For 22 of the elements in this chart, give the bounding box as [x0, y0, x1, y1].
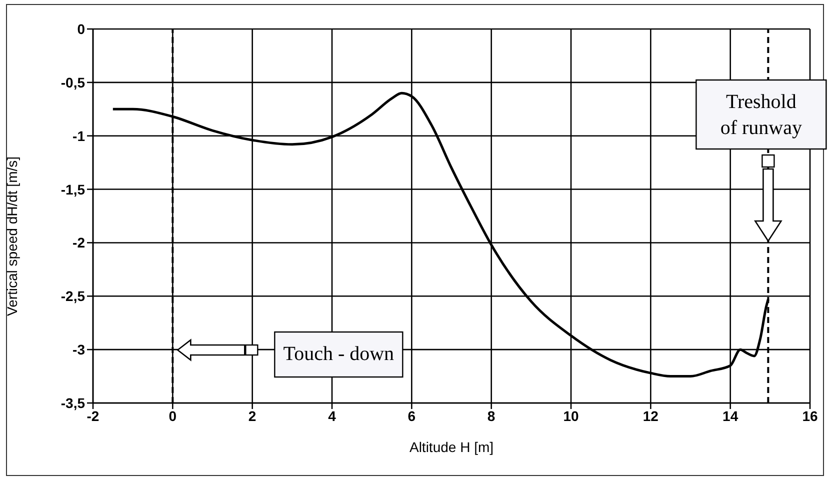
x-tick-label: 16	[802, 408, 818, 424]
x-tick-label: 6	[408, 408, 416, 424]
y-tick-label: -1	[72, 128, 86, 144]
x-tick-label: 12	[642, 408, 659, 424]
annotation: Treshold of runway	[720, 91, 802, 139]
y-tick-label: -3,5	[60, 394, 86, 411]
x-axis-title: Altitude H [m]	[409, 439, 494, 455]
x-tick-label: 14	[722, 408, 738, 424]
y-tick-label: -2,5	[60, 288, 86, 304]
y-tick-label: 0	[77, 20, 86, 37]
y-axis-title: Vertical speed dH/dt [m/s]	[4, 156, 20, 316]
x-tick-label: 2	[248, 408, 256, 424]
x-tick-label: 0	[168, 408, 177, 424]
annotation: Touch - down	[283, 343, 394, 365]
y-tick-label: -2	[72, 234, 86, 251]
y-tick-label: -3	[72, 342, 86, 358]
x-tick-label: 8	[487, 408, 496, 424]
y-tick-label: -1,5	[60, 181, 86, 198]
x-tick-label: 10	[563, 408, 579, 424]
x-tick-label: -2	[86, 408, 100, 424]
x-tick-label: 4	[328, 408, 336, 424]
y-tick-label: -0,5	[60, 74, 86, 90]
